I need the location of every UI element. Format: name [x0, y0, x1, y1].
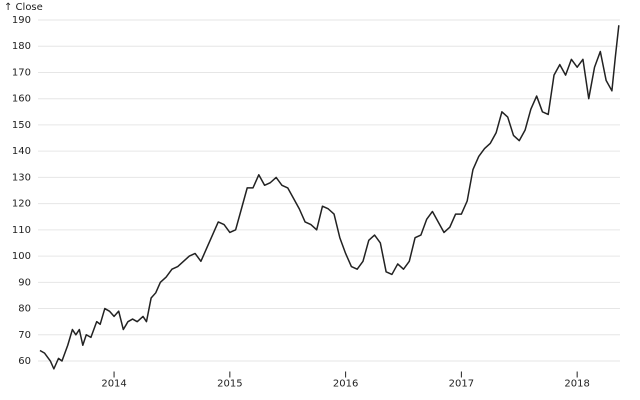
y-tick-label: 150	[12, 120, 31, 131]
price-line	[39, 25, 620, 370]
x-tick-label: 2016	[333, 379, 358, 390]
y-tick-label: 70	[18, 330, 31, 341]
y-tick-label: 90	[18, 277, 31, 288]
y-tick-label: 100	[12, 251, 31, 262]
x-tick-label: 2017	[449, 379, 474, 390]
y-tick-label: 60	[18, 356, 31, 367]
y-tick-label: 130	[12, 172, 31, 183]
y-tick-label: 140	[12, 146, 31, 157]
x-tick-label: 2015	[217, 379, 242, 390]
y-tick-label: 160	[12, 94, 31, 105]
y-tick-label: 110	[12, 225, 31, 236]
y-tick-label: 120	[12, 199, 31, 210]
y-tick-label: 170	[12, 67, 31, 78]
y-tick-label: 80	[18, 304, 31, 315]
x-tick-label: 2014	[101, 379, 126, 390]
x-tick-label: 2018	[564, 379, 589, 390]
chart-title: ↑ Close	[4, 2, 43, 13]
y-tick-label: 180	[12, 41, 31, 52]
y-tick-label: 190	[12, 15, 31, 26]
